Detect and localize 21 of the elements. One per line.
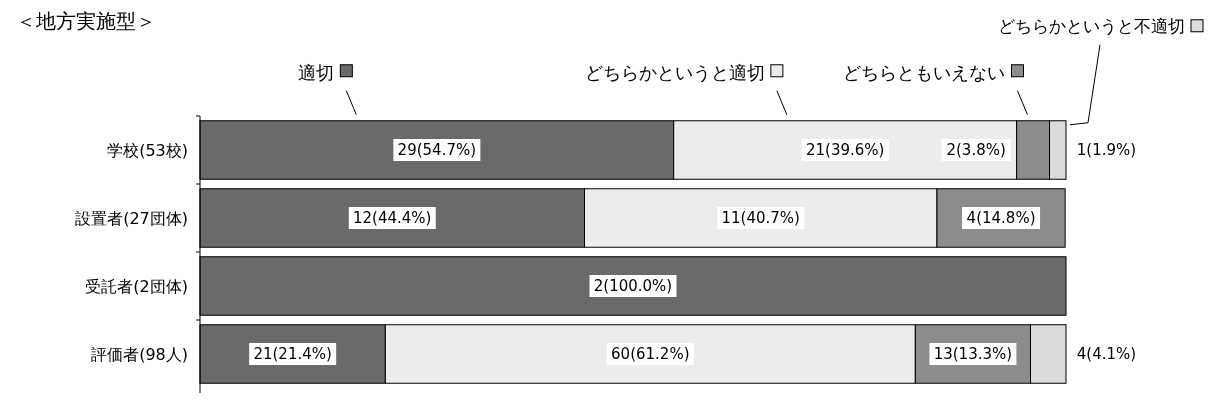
data-label: 2(3.8%) <box>946 141 1006 159</box>
data-label: 60(61.2%) <box>611 345 690 363</box>
y-tick-label: 評価者(98人) <box>91 345 188 364</box>
data-label: 12(44.4%) <box>353 209 432 227</box>
data-label: 1(1.9%) <box>1076 141 1137 159</box>
data-label: 11(40.7%) <box>721 209 800 227</box>
legend-label: どちらかというと不適切 <box>998 15 1185 36</box>
legend-label: どちらかというと適切 <box>584 61 765 83</box>
y-tick-label: 学校(53校) <box>107 141 188 160</box>
data-label: 2(100.0%) <box>593 277 673 295</box>
data-label: 4(14.8%) <box>966 209 1036 227</box>
y-tick-label: 受託者(2団体) <box>85 277 188 296</box>
legend-label: どちらともいえない <box>843 61 1006 83</box>
data-label: 29(54.7%) <box>397 141 477 159</box>
data-label: 21(39.6%) <box>805 141 885 159</box>
chart-title: ＜地方実施型＞ <box>16 9 156 33</box>
data-label: 13(13.3%) <box>933 345 1013 363</box>
data-label: 4(4.1%) <box>1076 345 1137 363</box>
data-label: 21(21.4%) <box>253 345 332 363</box>
y-tick-label: 設置者(27団体) <box>75 209 188 228</box>
legend-label: 適切 <box>298 61 335 83</box>
